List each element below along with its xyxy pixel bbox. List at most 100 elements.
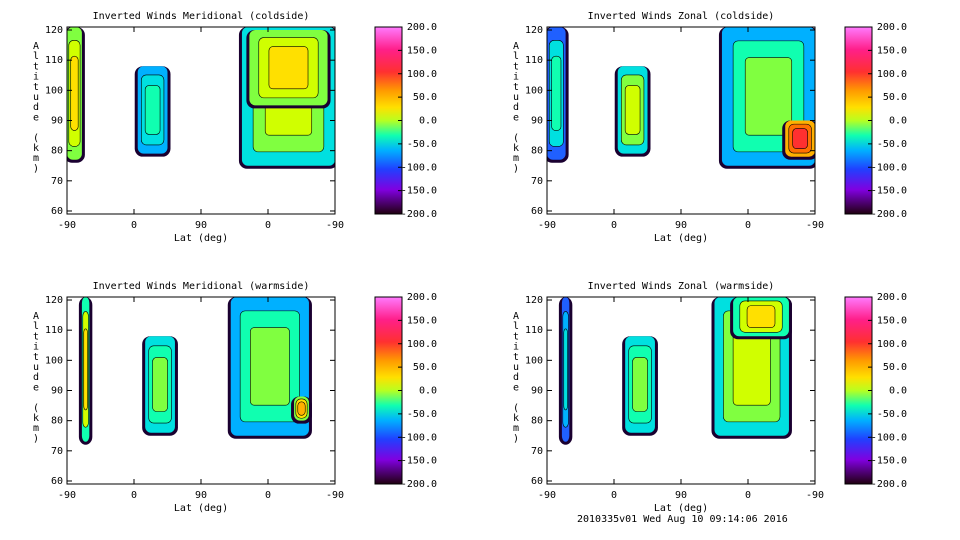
chart-panel-4: Inverted Winds Zonal (warmside) 60 70 80 90 1… (513, 281, 907, 514)
y-tick-label: 120 (45, 295, 63, 306)
y-tick-label: 70 (51, 446, 63, 457)
chart-panel-2: Inverted Winds Zonal (coldside) 60 70 80 90 1… (513, 11, 907, 244)
x-tick-label: -90 (326, 490, 344, 501)
colorbar-tick-label: -150.0 (401, 186, 437, 197)
x-tick-label: -90 (538, 220, 556, 231)
colorbar-tick-label: 100.0 (877, 339, 907, 350)
x-axis-label: Lat (deg) (174, 233, 228, 244)
y-tick-label: 120 (45, 25, 63, 36)
x-axis-label: Lat (deg) (654, 233, 708, 244)
y-tick-label: 80 (51, 416, 63, 427)
y-tick-label: 110 (45, 325, 63, 336)
x-tick-label: 90 (675, 490, 687, 501)
colorbar-tick-label: -100.0 (871, 432, 907, 443)
y-tick-label: 70 (531, 176, 543, 187)
colorbar-tick-label: -200.0 (401, 479, 437, 490)
colorbar-tick-label: 200.0 (407, 292, 437, 303)
chart-title: Inverted Winds Zonal (coldside) (588, 11, 775, 22)
x-tick-label: 0 (611, 490, 617, 501)
contour-core (632, 357, 648, 412)
y-tick-label: 100 (45, 85, 63, 96)
colorbar-tick-label: 100.0 (877, 69, 907, 80)
colorbar-tick-label: 200.0 (877, 292, 907, 303)
x-tick-label: 0 (265, 220, 271, 231)
x-tick-label: 0 (745, 490, 751, 501)
colorbar-tick-label: 100.0 (407, 69, 437, 80)
y-tick-label: 80 (531, 416, 543, 427)
colorbar-tick-label: -150.0 (871, 456, 907, 467)
chart-title: Inverted Winds Zonal (warmside) (588, 281, 775, 292)
x-tick-label: -90 (58, 490, 76, 501)
y-tick-label: 60 (531, 476, 543, 487)
y-tick-label: 100 (525, 85, 543, 96)
contour-core (744, 57, 793, 136)
colorbar-tick-label: 200.0 (877, 22, 907, 33)
contour-core (297, 401, 306, 416)
contour-core (152, 357, 168, 412)
colorbar-tick-label: -50.0 (877, 409, 907, 420)
x-tick-label: -90 (538, 490, 556, 501)
contour-field (67, 27, 335, 169)
colorbar-tick-label: 0.0 (419, 116, 437, 127)
x-tick-label: 0 (131, 490, 137, 501)
x-axis-label: Lat (deg) (174, 503, 228, 514)
colorbar-tick-label: -100.0 (871, 162, 907, 173)
colorbar-tick-label: 50.0 (883, 362, 907, 373)
contour-field (78, 297, 312, 445)
y-tick-label: 100 (45, 355, 63, 366)
contour-core (70, 55, 79, 131)
contour-core (746, 305, 776, 328)
colorbar-tick-label: 0.0 (419, 386, 437, 397)
colorbar-tick-label: 150.0 (407, 45, 437, 56)
colorbar-tick-label: -100.0 (401, 432, 437, 443)
contour-core (792, 128, 808, 150)
colorbar-tick-label: 150.0 (407, 315, 437, 326)
colorbar (374, 296, 403, 485)
colorbar-tick-label: -150.0 (401, 456, 437, 467)
colorbar-tick-label: -100.0 (401, 162, 437, 173)
chart-title: Inverted Winds Meridional (coldside) (93, 11, 310, 22)
x-tick-label: -90 (806, 220, 824, 231)
y-tick-label: 80 (531, 146, 543, 157)
contour-core (551, 55, 562, 131)
y-tick-label: 80 (51, 146, 63, 157)
chart-panel-3: Inverted Winds Meridional (warmside) 60 70… (33, 281, 437, 514)
x-tick-label: -90 (58, 220, 76, 231)
contour-field (547, 27, 815, 169)
contour-field (558, 297, 792, 445)
chart-title: Inverted Winds Meridional (warmside) (93, 281, 310, 292)
x-tick-label: 0 (745, 220, 751, 231)
colorbar-tick-label: 0.0 (889, 386, 907, 397)
contour-core (624, 85, 641, 135)
colorbar-tick-label: -150.0 (871, 186, 907, 197)
y-tick-label: 60 (531, 206, 543, 217)
x-tick-label: 90 (675, 220, 687, 231)
x-axis-label: Lat (deg) (654, 503, 708, 514)
x-tick-label: -90 (326, 220, 344, 231)
contour-core (250, 327, 290, 406)
y-tick-label: 70 (51, 176, 63, 187)
colorbar (844, 26, 873, 215)
colorbar-tick-label: 150.0 (877, 45, 907, 56)
y-tick-label: 90 (531, 386, 543, 397)
y-tick-label: 70 (531, 446, 543, 457)
colorbar-tick-label: -200.0 (871, 209, 907, 220)
y-tick-label: 90 (531, 116, 543, 127)
y-tick-label: 90 (51, 386, 63, 397)
colorbar-tick-label: 100.0 (407, 339, 437, 350)
x-tick-label: 90 (195, 490, 207, 501)
colorbar-tick-label: -200.0 (871, 479, 907, 490)
contour-core (268, 46, 309, 90)
y-tick-label: 60 (51, 206, 63, 217)
colorbar (844, 296, 873, 485)
contour-core (563, 328, 568, 411)
x-tick-label: 0 (611, 220, 617, 231)
y-tick-label: 120 (525, 25, 543, 36)
contour-core (83, 328, 88, 411)
colorbar-tick-label: -50.0 (877, 139, 907, 150)
